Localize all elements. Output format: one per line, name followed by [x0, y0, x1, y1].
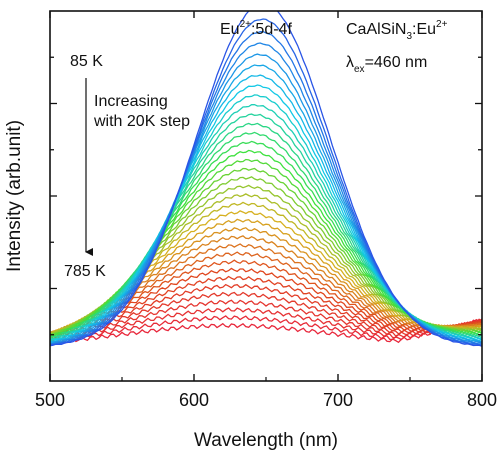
spectra-series-group — [50, 11, 482, 347]
temp-end-label: 785 K — [64, 263, 106, 280]
band-sup: 2+ — [240, 19, 252, 30]
lambda-value: =460 nm — [365, 54, 428, 71]
band-prefix: Eu — [220, 21, 240, 38]
lambda-symbol: λ — [346, 54, 354, 71]
x-tick-label-800: 800 — [467, 390, 497, 410]
compound-annotation: CaAlSiN3:Eu2+ — [346, 19, 448, 42]
spectrum-series-3 — [50, 42, 482, 345]
temp-start-label: 85 K — [70, 53, 103, 70]
y-axis-ticks — [50, 56, 482, 336]
y-axis-label: Intensity (arb.unit) — [4, 120, 25, 272]
x-axis-ticks: 500 600 700 800 — [35, 11, 497, 410]
x-tick-label-700: 700 — [323, 390, 353, 410]
compound-prefix: CaAlSiN — [346, 21, 406, 38]
spectrum-series-0 — [50, 11, 482, 347]
x-tick-label-500: 500 — [35, 390, 65, 410]
spectrum-series-34 — [50, 315, 482, 343]
lambda-sub: ex — [354, 64, 365, 75]
compound-mid: :Eu — [412, 21, 436, 38]
spectrum-series-35 — [50, 318, 482, 345]
increase-label-line2: with 20K step — [93, 113, 190, 130]
band-suffix: :5d-4f — [251, 21, 292, 38]
spectrum-series-31 — [50, 291, 482, 338]
excitation-annotation: λex=460 nm — [346, 54, 427, 75]
spectrum-series-32 — [50, 299, 482, 340]
spectrum-series-30 — [50, 283, 482, 339]
band-annotation: Eu2+:5d-4f — [220, 19, 292, 38]
x-tick-label-600: 600 — [179, 390, 209, 410]
compound-sub: 3 — [406, 31, 412, 42]
compound-sup: 2+ — [436, 19, 448, 30]
x-axis-label: Wavelength (nm) — [194, 430, 338, 451]
increase-label-line1: Increasing — [94, 93, 168, 110]
